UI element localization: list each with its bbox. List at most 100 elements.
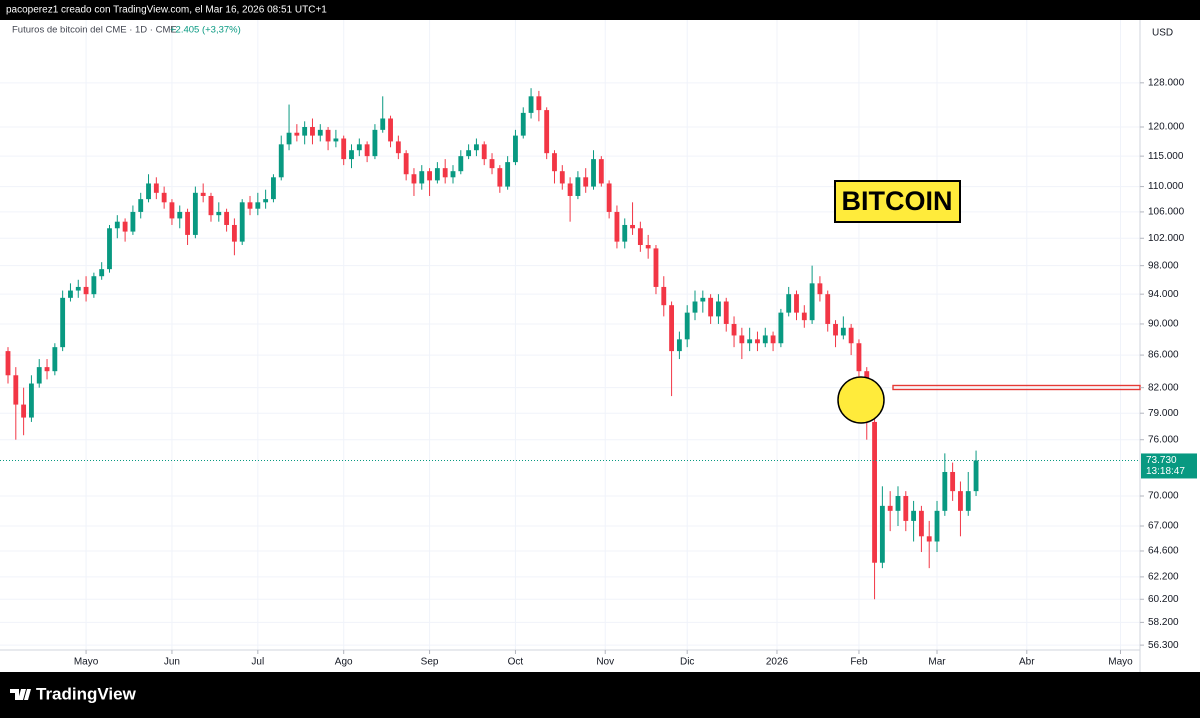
candle-body — [552, 153, 557, 172]
x-tick-label: Abr — [1019, 657, 1035, 668]
brand-logo — [10, 689, 31, 700]
candle-body — [395, 141, 401, 154]
candle-body — [364, 144, 370, 157]
y-tick-label: 67.000 — [1148, 521, 1179, 532]
candle-body — [286, 132, 292, 145]
candle-body — [473, 144, 479, 151]
candle-body — [130, 211, 136, 232]
candle-body — [536, 96, 542, 111]
candle-body — [614, 211, 620, 242]
candle-body — [801, 312, 807, 321]
x-tick-label: Ago — [335, 657, 353, 668]
candle-body — [598, 159, 604, 184]
x-tick-label: Sep — [421, 657, 439, 668]
candle-body — [427, 171, 432, 181]
candle-body — [192, 192, 198, 235]
candle-body — [833, 323, 838, 336]
candle-body — [216, 211, 222, 216]
candle-body — [419, 171, 425, 184]
candle-body — [411, 174, 417, 184]
y-tick-label: 70.000 — [1148, 491, 1179, 502]
candle-body — [918, 510, 924, 537]
candle-body — [450, 171, 456, 178]
y-tick-label: 102.000 — [1148, 233, 1185, 244]
candle-body — [895, 496, 901, 511]
candle-body — [637, 228, 643, 246]
y-tick-label: 60.200 — [1148, 594, 1179, 605]
candle-body — [21, 404, 27, 418]
countdown-label: 13:18:47 — [1146, 466, 1185, 477]
candle-body — [208, 195, 214, 216]
candle-body — [528, 96, 534, 113]
candle-body — [60, 297, 66, 348]
candle-body — [239, 202, 245, 242]
y-tick-label: 128.000 — [1148, 77, 1185, 88]
candle-body — [926, 536, 932, 542]
axis-labels: 128.000 120.000 115.000 110.000 106.000 102.0… — [0, 77, 1197, 668]
candle-body — [950, 471, 956, 492]
candle-body — [755, 339, 760, 344]
candle-body — [294, 132, 300, 136]
candle-body — [349, 150, 354, 160]
candle-body — [255, 202, 261, 209]
x-tick-label: Jul — [251, 657, 264, 668]
candle-body — [278, 144, 284, 178]
y-tick-label: 98.000 — [1148, 260, 1179, 271]
candle-body — [739, 335, 745, 344]
candle-body — [591, 159, 596, 187]
candle-body — [708, 297, 714, 317]
candle-body — [794, 294, 799, 313]
candle-body — [146, 183, 151, 200]
candle-body — [380, 118, 386, 130]
candle-body — [356, 144, 362, 151]
candle-body — [887, 505, 893, 511]
candle-body — [817, 283, 823, 295]
candle-body — [481, 144, 487, 160]
candle-body — [809, 283, 815, 321]
y-tick-label: 110.000 — [1148, 181, 1184, 192]
candle-body — [653, 248, 659, 287]
candle-body — [965, 491, 971, 511]
candle-body — [513, 135, 518, 163]
candle-body — [52, 347, 58, 372]
y-tick-label: 120.000 — [1148, 122, 1185, 133]
candle-body — [138, 199, 144, 212]
candle-body — [200, 192, 206, 196]
candle-body — [99, 269, 105, 277]
y-tick-label: 56.300 — [1148, 640, 1179, 651]
candle-body — [185, 211, 190, 235]
candle-body — [645, 245, 651, 249]
candle-body — [669, 305, 675, 352]
candle-body — [700, 297, 706, 302]
candle-body — [302, 127, 308, 136]
candle-body — [169, 202, 175, 219]
candle-body — [5, 351, 11, 376]
annotation-box — [834, 180, 961, 223]
candle-body — [661, 286, 667, 306]
candle-body — [263, 199, 269, 203]
candle-body — [372, 129, 378, 157]
x-tick-label: Dic — [680, 657, 694, 668]
candle-body — [122, 221, 128, 232]
candle-body — [942, 471, 948, 511]
candle-body — [68, 290, 73, 298]
candle-body — [630, 224, 635, 229]
candle-body — [731, 323, 737, 336]
candle-body — [911, 510, 917, 521]
candle-body — [716, 301, 721, 317]
candle-body — [520, 112, 526, 136]
candle-body — [840, 327, 846, 336]
candle-body — [91, 276, 97, 295]
candle-body — [403, 153, 409, 175]
x-tick-label: Mayo — [74, 657, 99, 668]
candle-body — [75, 286, 81, 291]
candle-body — [778, 312, 784, 344]
x-tick-label: Mayo — [1108, 657, 1133, 668]
candle-body — [13, 375, 19, 405]
candle-body — [856, 343, 862, 372]
candle-body — [44, 367, 50, 372]
candles — [5, 88, 979, 600]
candle-body — [848, 327, 854, 344]
candle-body — [762, 335, 768, 344]
y-tick-label: 90.000 — [1148, 319, 1179, 330]
